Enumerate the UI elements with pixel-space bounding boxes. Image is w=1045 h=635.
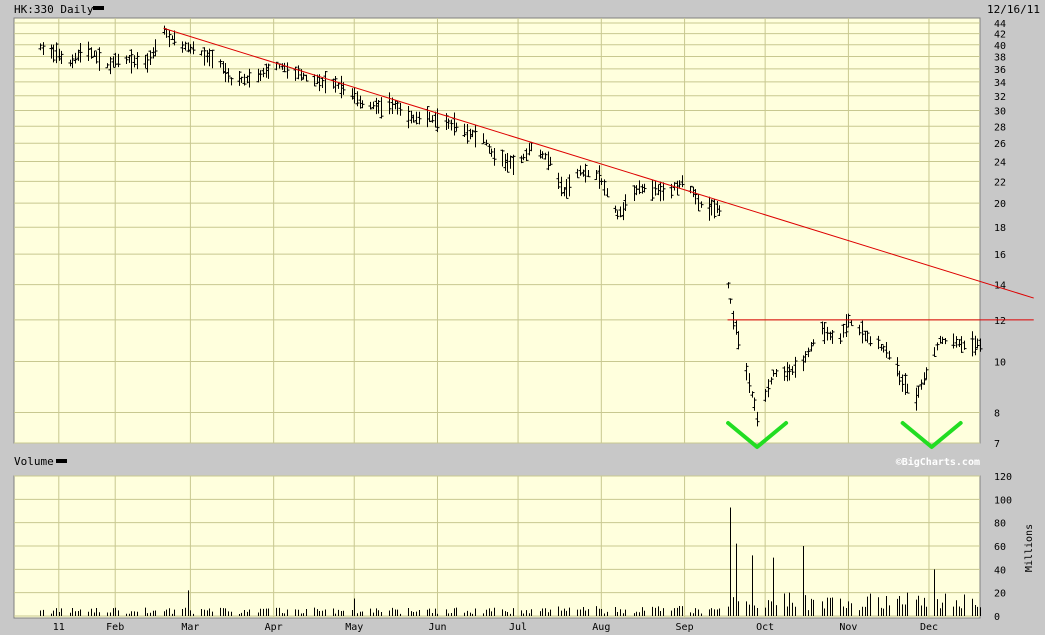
price-tick-label: 44 <box>994 19 1006 30</box>
bottom-markers <box>726 421 963 449</box>
price-tick-label: 18 <box>994 223 1006 234</box>
price-tick-label: 38 <box>994 52 1006 63</box>
x-tick-label: Feb <box>106 622 124 633</box>
volume-y-axis-title: Millions <box>1024 524 1035 572</box>
chart-symbol-label: HK:330 Daily <box>14 3 94 16</box>
volume-bars <box>40 507 981 616</box>
x-tick-label: Dec <box>920 622 938 633</box>
volume-legend-swatch <box>56 459 67 463</box>
volume-tick-label: 120 <box>994 472 1012 483</box>
price-grid <box>14 18 980 444</box>
x-tick-label: Jun <box>428 622 446 633</box>
price-tick-label: 26 <box>994 139 1006 150</box>
volume-tick-label: 100 <box>994 495 1012 506</box>
trendline <box>163 27 1034 299</box>
x-tick-label: Jul <box>509 622 527 633</box>
price-tick-label: 22 <box>994 177 1006 188</box>
x-tick-label: May <box>345 622 363 633</box>
price-tick-label: 8 <box>994 408 1000 419</box>
price-tick-label: 20 <box>994 199 1006 210</box>
price-tick-label: 16 <box>994 250 1006 261</box>
volume-tick-label: 80 <box>994 519 1006 530</box>
price-panel <box>13 17 981 444</box>
bottom-marker <box>900 421 963 449</box>
bottom-marker <box>726 421 789 449</box>
x-tick-label: Sep <box>676 622 694 633</box>
price-tick-label: 24 <box>994 157 1006 168</box>
x-axis: 11 Feb Mar Apr May Jun Jul Aug Sep Oct Nov Dec <box>53 622 938 633</box>
x-tick-label: Mar <box>181 622 199 633</box>
volume-panel <box>13 475 981 619</box>
x-tick-label: Aug <box>592 622 610 633</box>
price-tick-label: 32 <box>994 92 1006 103</box>
volume-label: Volume <box>14 455 54 468</box>
volume-tick-label: 0 <box>994 612 1000 623</box>
volume-tick-label: 60 <box>994 542 1006 553</box>
chart-date-label: 12/16/11 <box>987 3 1040 16</box>
price-tick-label: 34 <box>994 78 1006 89</box>
x-tick-label: 11 <box>53 622 65 633</box>
price-tick-label: 28 <box>994 122 1006 133</box>
price-tick-label: 10 <box>994 358 1006 369</box>
volume-y-axis: 120 100 80 60 40 20 0 <box>994 472 1012 623</box>
volume-tick-label: 40 <box>994 565 1006 576</box>
price-tick-label: 14 <box>994 281 1006 292</box>
x-tick-label: Apr <box>265 622 283 633</box>
price-tick-label: 12 <box>994 316 1006 327</box>
x-tick-label: Nov <box>839 622 857 633</box>
trendlines <box>163 27 1034 321</box>
bigcharts-watermark: ©BigCharts.com <box>896 456 980 468</box>
price-tick-label: 30 <box>994 107 1006 118</box>
price-tick-label: 40 <box>994 41 1006 52</box>
price-tick-label: 7 <box>994 439 1000 450</box>
x-tick-label: Oct <box>756 622 774 633</box>
price-legend-swatch <box>93 6 104 10</box>
price-tick-label: 42 <box>994 30 1006 41</box>
price-tick-label: 36 <box>994 65 1006 76</box>
volume-tick-label: 20 <box>994 589 1006 600</box>
